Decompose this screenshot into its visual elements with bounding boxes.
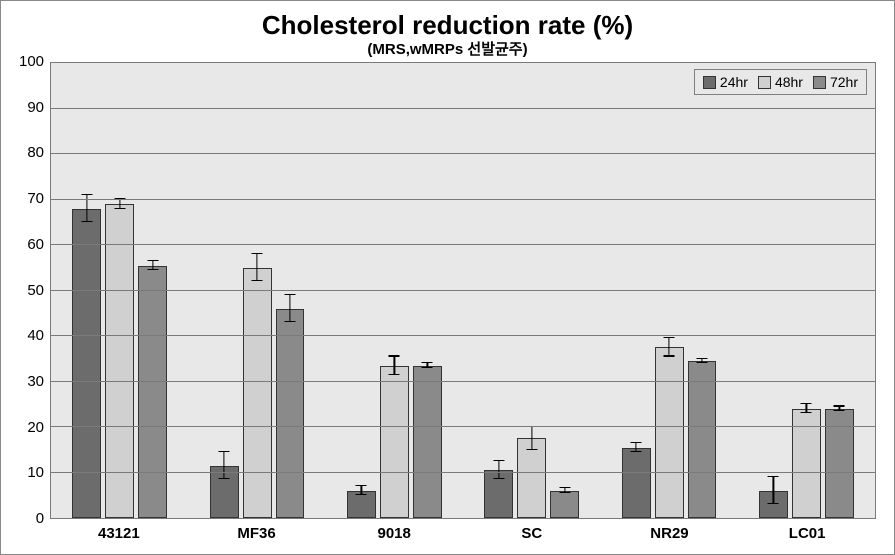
error-cap-top bbox=[422, 362, 433, 363]
title-block: Cholesterol reduction rate (%) (MRS,wMRP… bbox=[19, 11, 876, 58]
error-cap-bottom bbox=[834, 410, 845, 411]
chart-subtitle: (MRS,wMRPs 선발균주) bbox=[19, 41, 876, 58]
error-bar bbox=[498, 461, 499, 479]
error-cap-bottom bbox=[114, 208, 125, 209]
error-cap-bottom bbox=[389, 374, 400, 375]
legend-label: 24hr bbox=[720, 74, 748, 90]
error-cap-bottom bbox=[664, 355, 675, 356]
error-cap-bottom bbox=[768, 503, 779, 504]
error-bar bbox=[394, 357, 395, 375]
legend-item: 72hr bbox=[813, 74, 858, 90]
error-cap-bottom bbox=[81, 221, 92, 222]
error-cap-top bbox=[559, 487, 570, 488]
error-bar bbox=[668, 338, 669, 356]
gridline bbox=[51, 244, 875, 245]
error-cap-bottom bbox=[422, 367, 433, 368]
error-cap-top bbox=[493, 460, 504, 461]
error-cap-top bbox=[664, 337, 675, 338]
error-cap-top bbox=[356, 485, 367, 486]
bar bbox=[688, 361, 717, 518]
plot-row: 0102030405060708090100 24hr 48hr 72hr bbox=[19, 62, 876, 519]
error-cap-bottom bbox=[219, 478, 230, 479]
bar bbox=[380, 366, 409, 518]
error-cap-top bbox=[81, 194, 92, 195]
plot-area: 24hr 48hr 72hr bbox=[50, 62, 876, 519]
gridline bbox=[51, 335, 875, 336]
gridline bbox=[51, 153, 875, 154]
error-cap-bottom bbox=[801, 412, 812, 413]
error-cap-top bbox=[768, 476, 779, 477]
error-cap-top bbox=[285, 294, 296, 295]
error-cap-top bbox=[801, 403, 812, 404]
bar bbox=[550, 491, 579, 518]
chart-frame: Cholesterol reduction rate (%) (MRS,wMRP… bbox=[0, 0, 895, 555]
legend-label: 48hr bbox=[775, 74, 803, 90]
bar bbox=[138, 266, 167, 518]
x-tick-label: NR29 bbox=[601, 525, 739, 542]
error-cap-bottom bbox=[493, 478, 504, 479]
legend: 24hr 48hr 72hr bbox=[694, 69, 867, 95]
error-cap-top bbox=[631, 442, 642, 443]
bar bbox=[276, 309, 305, 518]
legend-label: 72hr bbox=[830, 74, 858, 90]
gridline bbox=[51, 199, 875, 200]
x-tick-label: 43121 bbox=[50, 525, 188, 542]
error-bar bbox=[773, 477, 774, 504]
gridline bbox=[51, 108, 875, 109]
error-bar bbox=[289, 295, 290, 322]
error-cap-bottom bbox=[696, 362, 707, 363]
legend-swatch bbox=[813, 76, 826, 89]
legend-item: 24hr bbox=[703, 74, 748, 90]
y-axis: 0102030405060708090100 bbox=[19, 62, 50, 519]
legend-item: 48hr bbox=[758, 74, 803, 90]
x-axis-spacer bbox=[19, 525, 50, 542]
legend-swatch bbox=[758, 76, 771, 89]
x-axis-labels: 43121MF369018SCNR29LC01 bbox=[50, 525, 876, 542]
error-cap-top bbox=[834, 405, 845, 406]
bar bbox=[622, 448, 651, 519]
error-cap-bottom bbox=[285, 321, 296, 322]
error-cap-top bbox=[252, 253, 263, 254]
error-cap-bottom bbox=[356, 494, 367, 495]
legend-swatch bbox=[703, 76, 716, 89]
error-cap-bottom bbox=[526, 449, 537, 450]
x-axis: 43121MF369018SCNR29LC01 bbox=[19, 519, 876, 542]
error-cap-bottom bbox=[631, 451, 642, 452]
error-cap-bottom bbox=[147, 269, 158, 270]
gridline bbox=[51, 381, 875, 382]
error-cap-top bbox=[696, 358, 707, 359]
error-cap-top bbox=[389, 355, 400, 356]
error-cap-bottom bbox=[559, 492, 570, 493]
x-tick-label: 9018 bbox=[325, 525, 463, 542]
gridline bbox=[51, 426, 875, 427]
x-tick-label: SC bbox=[463, 525, 601, 542]
error-bar bbox=[223, 452, 224, 479]
x-tick-label: LC01 bbox=[738, 525, 876, 542]
chart-title: Cholesterol reduction rate (%) bbox=[19, 11, 876, 41]
bar bbox=[243, 268, 272, 518]
gridline bbox=[51, 290, 875, 291]
error-bar bbox=[256, 254, 257, 281]
gridline bbox=[51, 472, 875, 473]
x-tick-label: MF36 bbox=[188, 525, 326, 542]
error-bar bbox=[531, 427, 532, 450]
error-cap-top bbox=[147, 260, 158, 261]
bar bbox=[517, 438, 546, 518]
bar bbox=[413, 366, 442, 518]
bar bbox=[655, 347, 684, 518]
error-cap-top bbox=[219, 451, 230, 452]
error-cap-bottom bbox=[252, 280, 263, 281]
